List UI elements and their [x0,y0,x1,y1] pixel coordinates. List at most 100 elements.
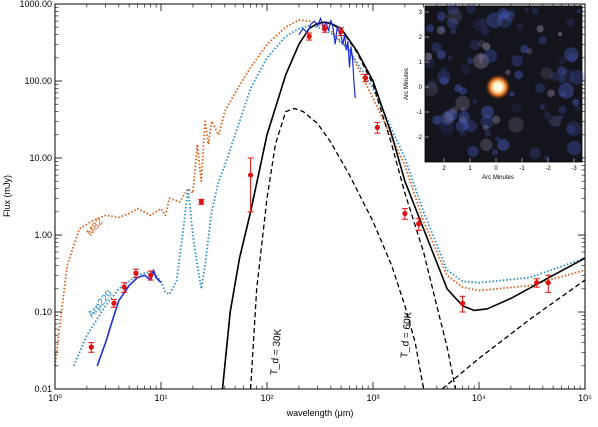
inset-noise-blob [440,26,445,32]
inset-noise-blob [574,104,581,111]
inset-noise-blob [494,136,501,142]
photometry-point [147,270,154,281]
inset-x-tick-label: 2 [442,166,446,172]
inset-noise-blob [516,23,524,31]
inset-noise-blob [482,124,489,131]
inset-noise-blob [558,82,575,99]
inset-noise-blob [501,9,511,19]
x-tick-label: 10¹ [154,393,167,403]
y-tick-label: 100.00 [24,76,52,86]
inset-noise-blob [459,87,468,96]
inset-noise-blob [426,24,435,33]
inset-noise-blob [439,120,455,136]
inset-noise-blob [529,147,541,159]
inset-noise-blob [564,47,579,62]
inset-noise-blob [514,70,523,80]
photometry-marker [247,172,254,178]
curve-annotation: M82 [85,216,106,238]
inset-noise-blob [572,98,580,106]
inset-x-tick-label: 0 [494,166,498,172]
x-tick-label: 10⁵ [578,393,592,403]
inset-noise-blob [480,27,490,36]
inset-noise-blob [482,42,491,51]
y-tick-label: 0.10 [34,307,52,317]
inset-noise-blob [497,138,510,152]
photometry-marker [459,300,466,306]
inset-noise-blob [566,121,582,137]
inset-x-tick-label: -1 [519,166,525,172]
inset-noise-blob [558,114,564,120]
inset-noise-blob [508,116,524,133]
inset-y-tick-label: 3 [419,10,423,16]
inset-noise-blob [436,50,446,60]
x-tick-label: 10³ [366,393,379,403]
inset-noise-blob [473,53,489,69]
x-tick-label: 10⁰ [48,393,62,403]
inset-noise-blob [558,76,565,84]
inset-noise-blob [472,98,478,104]
photometry-point [132,268,139,279]
curve-annotation: T_d = 30K [269,328,284,376]
inset-noise-blob [497,8,509,19]
inset-noise-blob [465,120,477,133]
inset-noise-blob [424,82,439,97]
curve-2-line [221,21,585,389]
inset-noise-blob [459,116,467,124]
inset-noise-blob [466,4,476,14]
photometry-marker [362,75,369,81]
inset-noise-blob [492,115,501,124]
inset-noise-blob [570,70,585,85]
inset-noise-blob [437,11,447,21]
photometry-marker [545,280,551,286]
inset-noise-blob [560,69,575,84]
inset-noise-blob [437,16,444,23]
inset-noise-blob [548,114,561,128]
inset-noise-blob [469,40,480,51]
curve-annotation: T_d = 60K [399,311,414,359]
photometry-point [362,73,369,83]
inset-noise-blob [484,130,491,137]
inset-noise-blob [520,45,529,54]
inset-y-label: Arc Minutes [404,68,410,100]
photometry-marker [133,270,139,276]
inset-y-tick-label: 1 [419,60,423,66]
inset-noise-blob [445,108,458,122]
inset-noise-blob [481,105,494,119]
curve-6-line [96,269,162,367]
inset-frame [424,5,583,163]
inset-noise-blob [536,25,544,33]
x-tick-label: 10² [260,393,273,403]
inset-noise-blob [540,67,553,80]
inset-y-tick-label: 0 [419,85,423,91]
inset-y-tick-label: 2 [419,35,423,41]
y-tick-label: 1.00 [34,230,52,240]
photometry-marker [338,28,344,35]
inset-noise-blob [567,140,582,156]
photometry-marker [322,25,328,32]
inset-image: 2 1 0 -1 -2 -3 3 2 1 0 -1 -2 Arc Minutes Arc Minute… [404,3,585,181]
inset-noise-blob [478,59,484,64]
inset-noise-blob [556,66,567,77]
inset-noise-blob [549,71,560,82]
inset-noise-blob [497,13,512,29]
inset-noise-blob [467,145,479,157]
inset-noise-blob [504,12,515,22]
x-axis-label: wavelength (μm) [286,408,354,418]
inset-noise-blob [440,66,448,74]
photometry-point [321,24,328,33]
photometry-point [415,217,422,231]
inset-noise-blob [550,116,562,128]
inset-noise-blob [576,8,581,14]
inset-noise-blob [498,13,507,21]
inset-noise-blob [505,69,511,75]
inset-noise-blob [455,119,469,133]
photometry-marker [534,280,540,286]
x-tick-label: 10⁴ [472,393,486,403]
inset-noise-blob [480,114,494,129]
curve-3-line [249,107,425,389]
inset-noise-blob [454,84,463,93]
photometry-point [533,278,540,288]
inset-noise-blob [427,78,438,89]
inset-x-label: Arc Minutes [482,175,514,181]
inset-noise-blob [450,28,457,35]
